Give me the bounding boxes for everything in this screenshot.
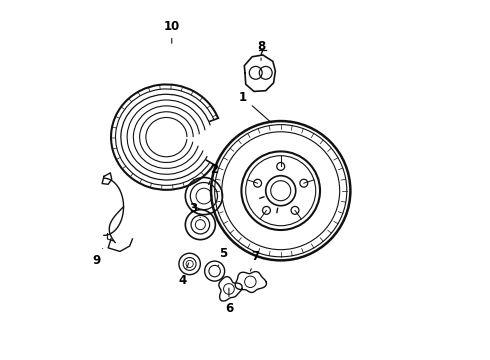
Text: 8: 8 [257, 40, 265, 60]
Text: 6: 6 [225, 288, 233, 315]
Text: 10: 10 [164, 20, 180, 43]
Text: 7: 7 [250, 250, 260, 271]
Text: 2: 2 [209, 163, 219, 185]
Text: 3: 3 [189, 202, 200, 217]
Text: 5: 5 [218, 247, 228, 266]
Text: 4: 4 [178, 263, 189, 287]
Text: 1: 1 [239, 91, 271, 123]
Text: 9: 9 [93, 248, 102, 267]
